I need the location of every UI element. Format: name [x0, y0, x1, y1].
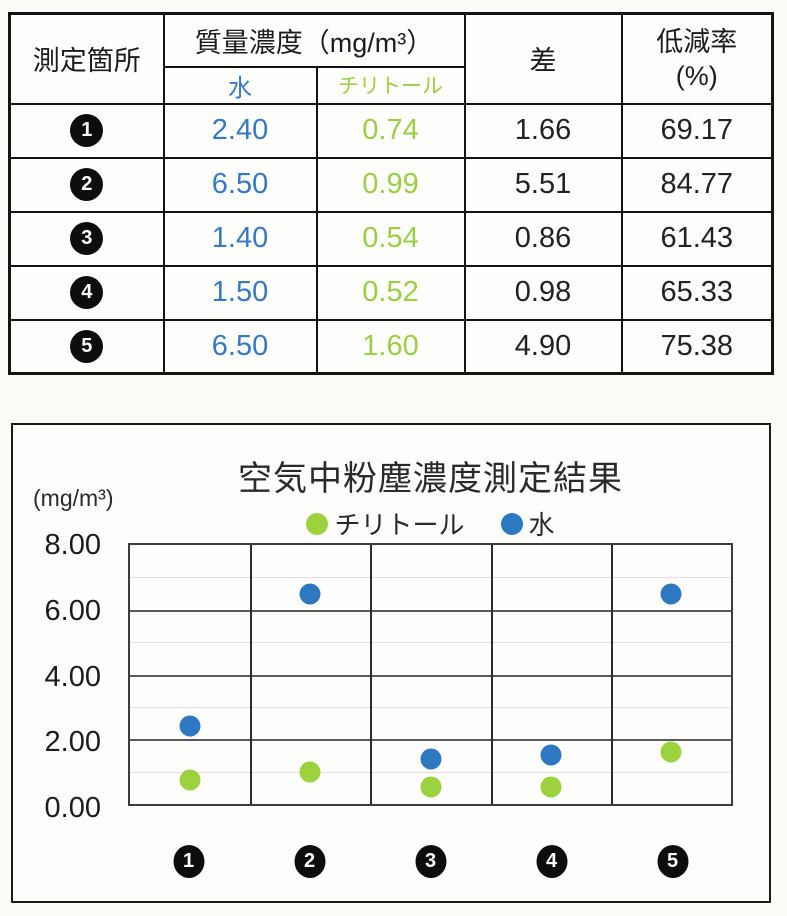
data-point-チリトール-2	[299, 761, 321, 783]
legend-label: 水	[528, 510, 555, 540]
x-tick-badge: 2	[294, 845, 325, 878]
cell-water: 2.40	[162, 102, 318, 159]
header-reduction-rate-line2: (%)	[675, 60, 718, 91]
cell-water: 6.50	[162, 156, 318, 213]
chart-title: 空気中粉塵濃度測定結果	[238, 460, 623, 498]
data-point-水-2	[299, 583, 321, 605]
measurement-table: 測定箇所 質量濃度（mg/m³） 差 低減率 (%) 水 チリトール 1 2.4…	[8, 12, 774, 375]
legend-dot-icon	[306, 512, 329, 535]
cell-chiritol: 1.60	[315, 318, 466, 375]
plot-area	[128, 543, 733, 806]
legend-label: チリトール	[334, 510, 465, 540]
cell-chiritol: 0.99	[315, 156, 466, 213]
header-reduction-rate-line1: 低減率	[656, 26, 738, 57]
gridline-minor	[130, 706, 731, 708]
header-water: 水	[162, 65, 318, 105]
cell-difference: 5.51	[463, 156, 623, 213]
table-row: 1 2.40 0.74 1.66 69.17	[8, 102, 774, 159]
x-tick-badge: 3	[415, 845, 446, 878]
legend-item: 水	[500, 505, 555, 542]
chart-container: 空気中粉塵濃度測定結果 チリトール 水 (mg/m³) 8.00 6.00 4.0…	[11, 423, 771, 903]
y-tick-label: 8.00	[44, 529, 101, 561]
cell-difference: 0.98	[463, 264, 623, 321]
gridline-vertical	[250, 545, 253, 804]
row-number-badge: 2	[70, 168, 104, 201]
gridline-major	[130, 609, 731, 612]
y-tick-label: 4.00	[44, 661, 101, 693]
cell-difference: 4.90	[463, 318, 623, 375]
cell-reduction: 65.33	[620, 264, 774, 321]
cell-difference: 1.66	[463, 102, 623, 159]
table-row: 2 6.50 0.99 5.51 84.77	[8, 156, 774, 213]
cell-reduction: 75.38	[620, 318, 774, 375]
cell-water: 1.50	[162, 264, 318, 321]
row-number-badge: 4	[70, 276, 104, 309]
gridline-minor	[130, 577, 731, 579]
y-tick-label: 6.00	[44, 595, 101, 627]
data-point-チリトール-1	[179, 769, 201, 791]
header-chiritol: チリトール	[315, 65, 466, 105]
table-row: 4 1.50 0.52 0.98 65.33	[8, 264, 774, 321]
data-point-水-1	[179, 715, 201, 737]
gridline-major	[130, 739, 731, 742]
y-tick-label: 2.00	[44, 726, 101, 758]
x-tick-badge: 4	[536, 845, 567, 878]
data-point-水-3	[420, 748, 441, 770]
chart-legend: チリトール 水	[128, 505, 733, 542]
cell-reduction: 84.77	[620, 156, 774, 213]
gridline-vertical	[370, 545, 373, 804]
row-number-badge: 3	[70, 222, 104, 255]
table-row: 3 1.40 0.54 0.86 61.43	[8, 210, 774, 267]
cell-reduction: 61.43	[620, 210, 774, 267]
cell-chiritol: 0.54	[315, 210, 466, 267]
y-axis-unit-label: (mg/m³)	[33, 485, 114, 511]
gridline-minor	[130, 642, 731, 644]
cell-chiritol: 0.52	[315, 264, 466, 321]
data-point-水-4	[540, 744, 562, 766]
gridline-vertical	[610, 545, 613, 804]
header-reduction-rate: 低減率 (%)	[620, 12, 774, 105]
legend-item: チリトール	[306, 505, 465, 542]
gridline-vertical	[490, 545, 493, 804]
x-tick-badge: 1	[173, 845, 204, 878]
data-point-チリトール-4	[540, 776, 562, 798]
gridline-major	[130, 674, 731, 677]
table-row: 5 6.50 1.60 4.90 75.38	[8, 318, 774, 375]
x-tick-badge: 5	[657, 845, 688, 878]
header-location: 測定箇所	[8, 12, 165, 105]
data-point-水-5	[660, 583, 682, 605]
y-tick-label: 0.00	[44, 792, 101, 824]
cell-water: 1.40	[162, 210, 318, 267]
cell-reduction: 69.17	[620, 102, 774, 159]
data-point-チリトール-3	[420, 776, 441, 798]
cell-difference: 0.86	[463, 210, 623, 267]
legend-dot-icon	[500, 512, 523, 535]
header-difference: 差	[463, 12, 623, 105]
gridline-minor	[130, 771, 731, 773]
data-point-チリトール-5	[660, 741, 682, 763]
x-axis-labels: 1 2 3 4 5	[128, 845, 733, 885]
row-number-badge: 1	[70, 114, 104, 147]
header-mass-concentration: 質量濃度（mg/m³）	[162, 12, 466, 68]
cell-water: 6.50	[162, 318, 318, 375]
cell-chiritol: 0.74	[315, 102, 466, 159]
row-number-badge: 5	[70, 329, 104, 363]
